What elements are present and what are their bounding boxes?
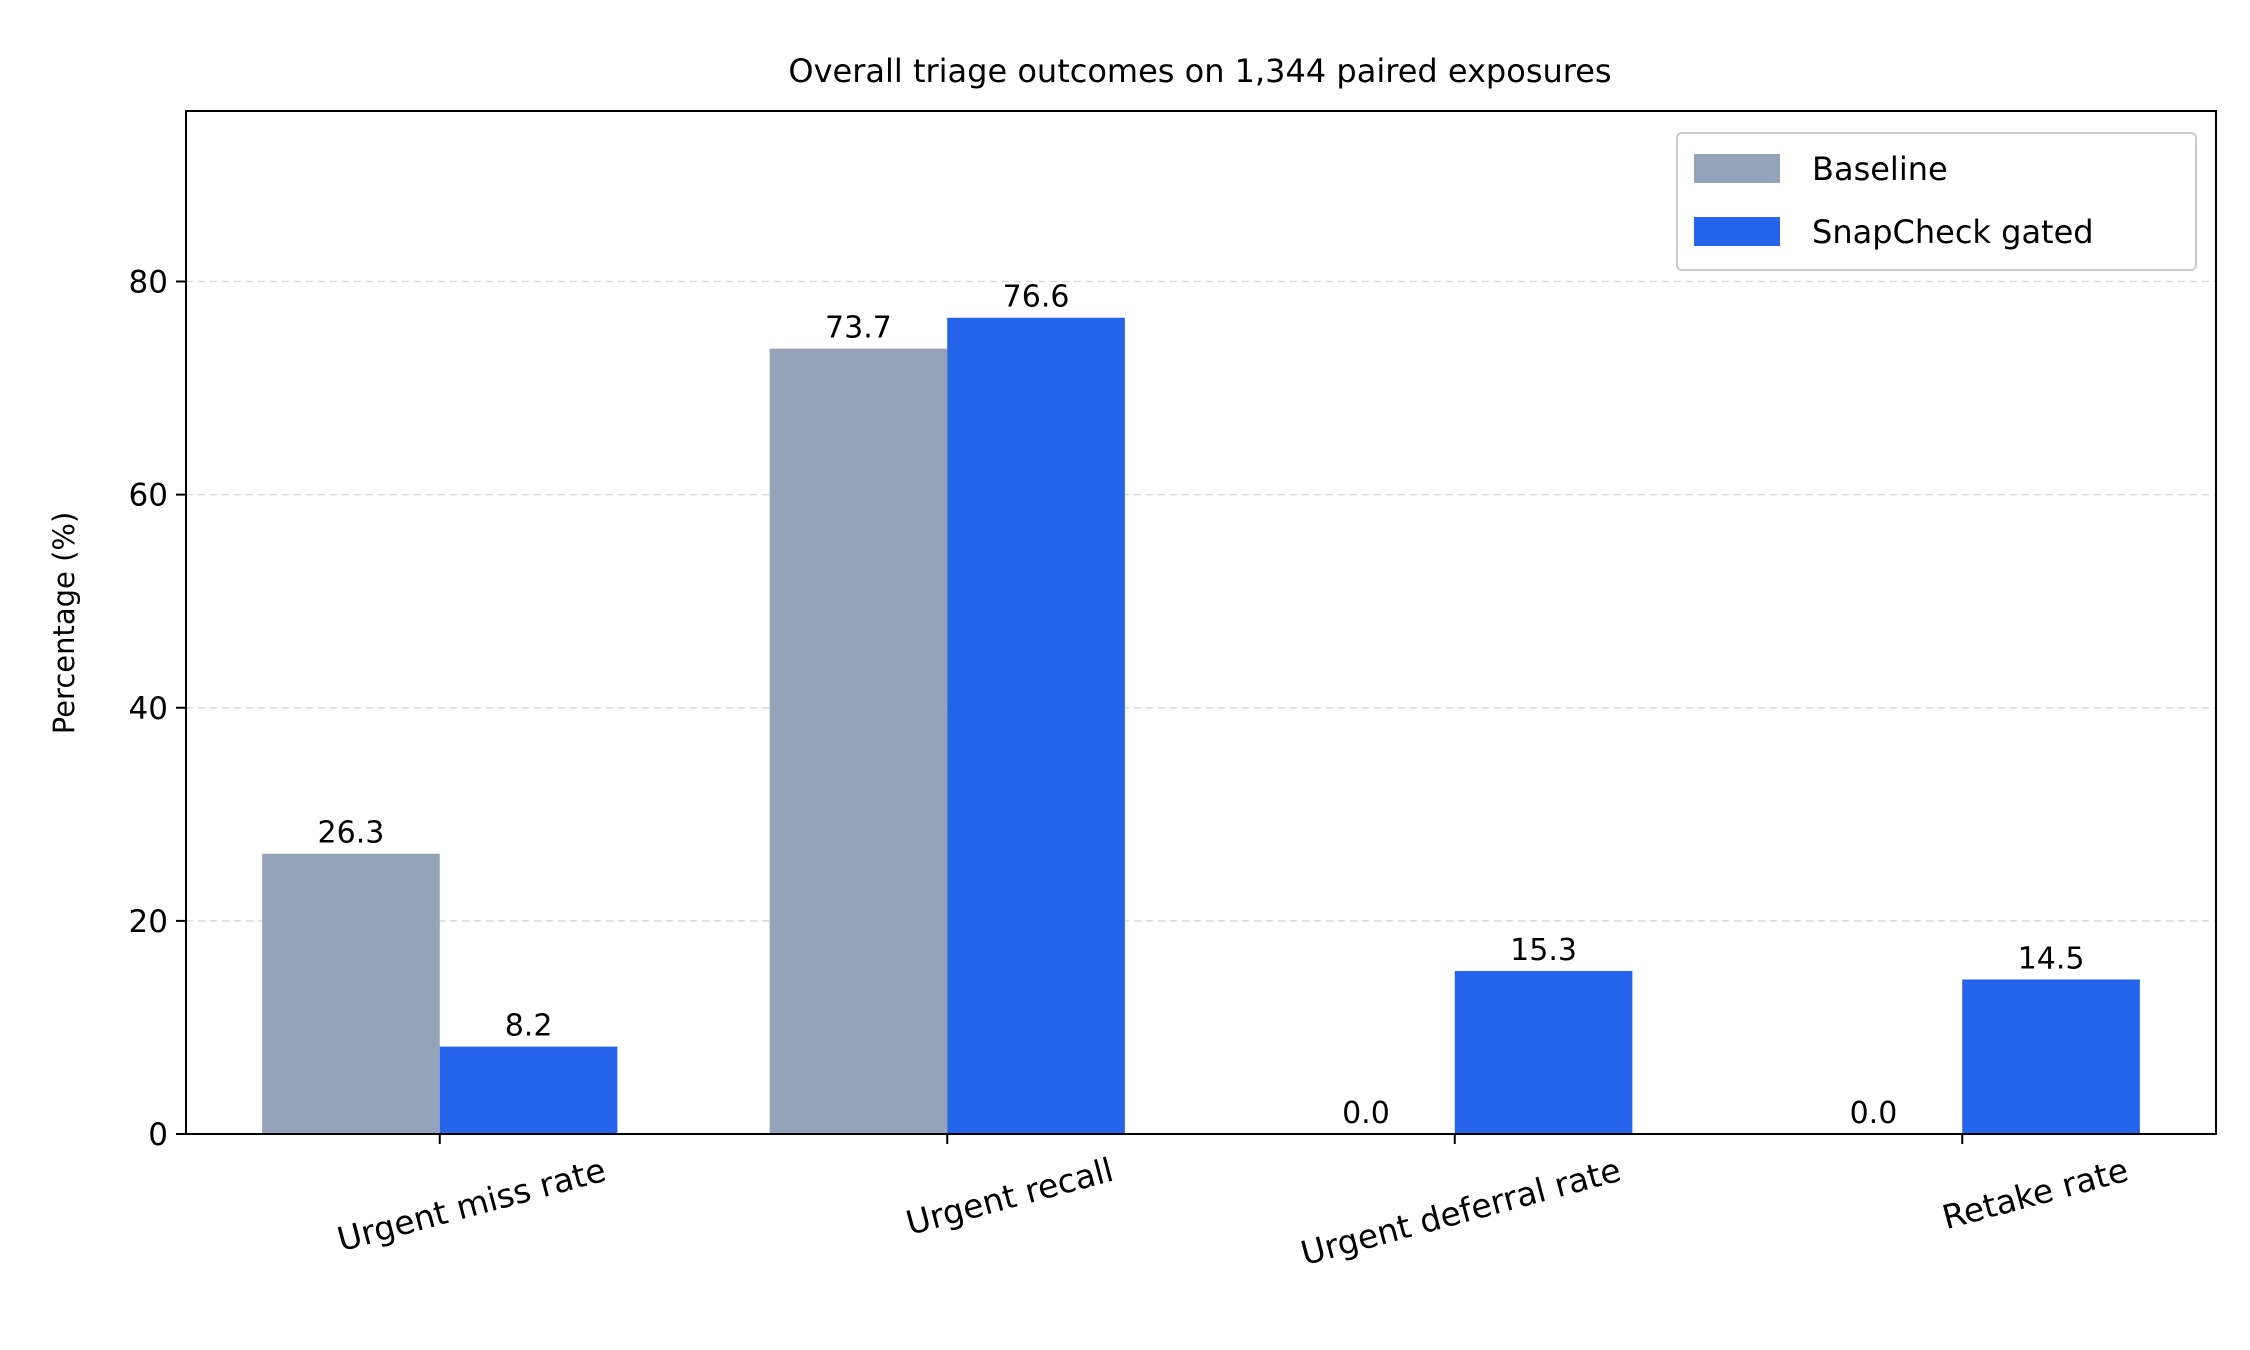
bars (262, 317, 2140, 1134)
x-tick-label-retake-rate: Retake rate (1938, 1150, 2132, 1237)
x-axis-ticks: Urgent miss rate Urgent recall Urgent defe… (333, 1134, 2132, 1273)
bar-baseline-urgent-recall (769, 348, 948, 1134)
bar-snapcheck-gated-retake-rate (1962, 979, 2140, 1134)
value-label-snapcheck-gated-urgent-miss-rate: 8.2 (505, 1009, 553, 1044)
bar-snapcheck-gated-urgent-miss-rate (439, 1046, 618, 1134)
value-labels: 26.3 73.7 0.0 0.0 8.2 76.6 15.3 14.5 (318, 280, 2085, 1131)
value-label-baseline-urgent-deferral-rate: 0.0 (1342, 1096, 1390, 1131)
legend-label-baseline: Baseline (1812, 150, 1948, 188)
value-label-snapcheck-gated-retake-rate: 14.5 (2018, 941, 2085, 976)
plot-frame (185, 110, 2217, 1135)
bar-snapcheck-gated-urgent-deferral-rate (1454, 970, 1633, 1134)
bar-baseline-urgent-miss-rate (262, 853, 440, 1134)
bar-snapcheck-gated-urgent-recall (947, 317, 1125, 1134)
value-label-baseline-urgent-miss-rate: 26.3 (318, 816, 385, 851)
grid-lines (186, 280, 2216, 922)
chart-title: Overall triage outcomes on 1,344 paired … (788, 52, 1611, 90)
legend-label-snapcheck: SnapCheck gated (1812, 213, 2094, 251)
x-tick-label-urgent-miss-rate: Urgent miss rate (333, 1150, 610, 1259)
x-tick-label-urgent-recall: Urgent recall (902, 1150, 1117, 1243)
y-tick-label-20: 20 (129, 904, 168, 940)
y-tick-label-40: 40 (129, 691, 168, 727)
y-tick-label-0: 0 (148, 1117, 168, 1153)
value-label-baseline-urgent-recall: 73.7 (825, 311, 892, 346)
value-label-snapcheck-gated-urgent-deferral-rate: 15.3 (1510, 933, 1577, 968)
x-tick-label-urgent-deferral-rate: Urgent deferral rate (1297, 1150, 1625, 1273)
value-label-baseline-retake-rate: 0.0 (1850, 1096, 1898, 1131)
legend: Baseline SnapCheck gated (1676, 132, 2197, 271)
legend-swatch-snapcheck (1694, 217, 1780, 246)
y-axis-ticks: 0 20 40 60 80 (129, 265, 186, 1153)
legend-box (1676, 132, 2197, 271)
y-axis-label: Percentage (%) (47, 512, 81, 735)
value-label-snapcheck-gated-urgent-recall: 76.6 (1003, 280, 1070, 315)
y-tick-label-80: 80 (129, 265, 168, 301)
y-tick-label-60: 60 (129, 478, 168, 514)
legend-swatch-baseline (1694, 154, 1780, 183)
